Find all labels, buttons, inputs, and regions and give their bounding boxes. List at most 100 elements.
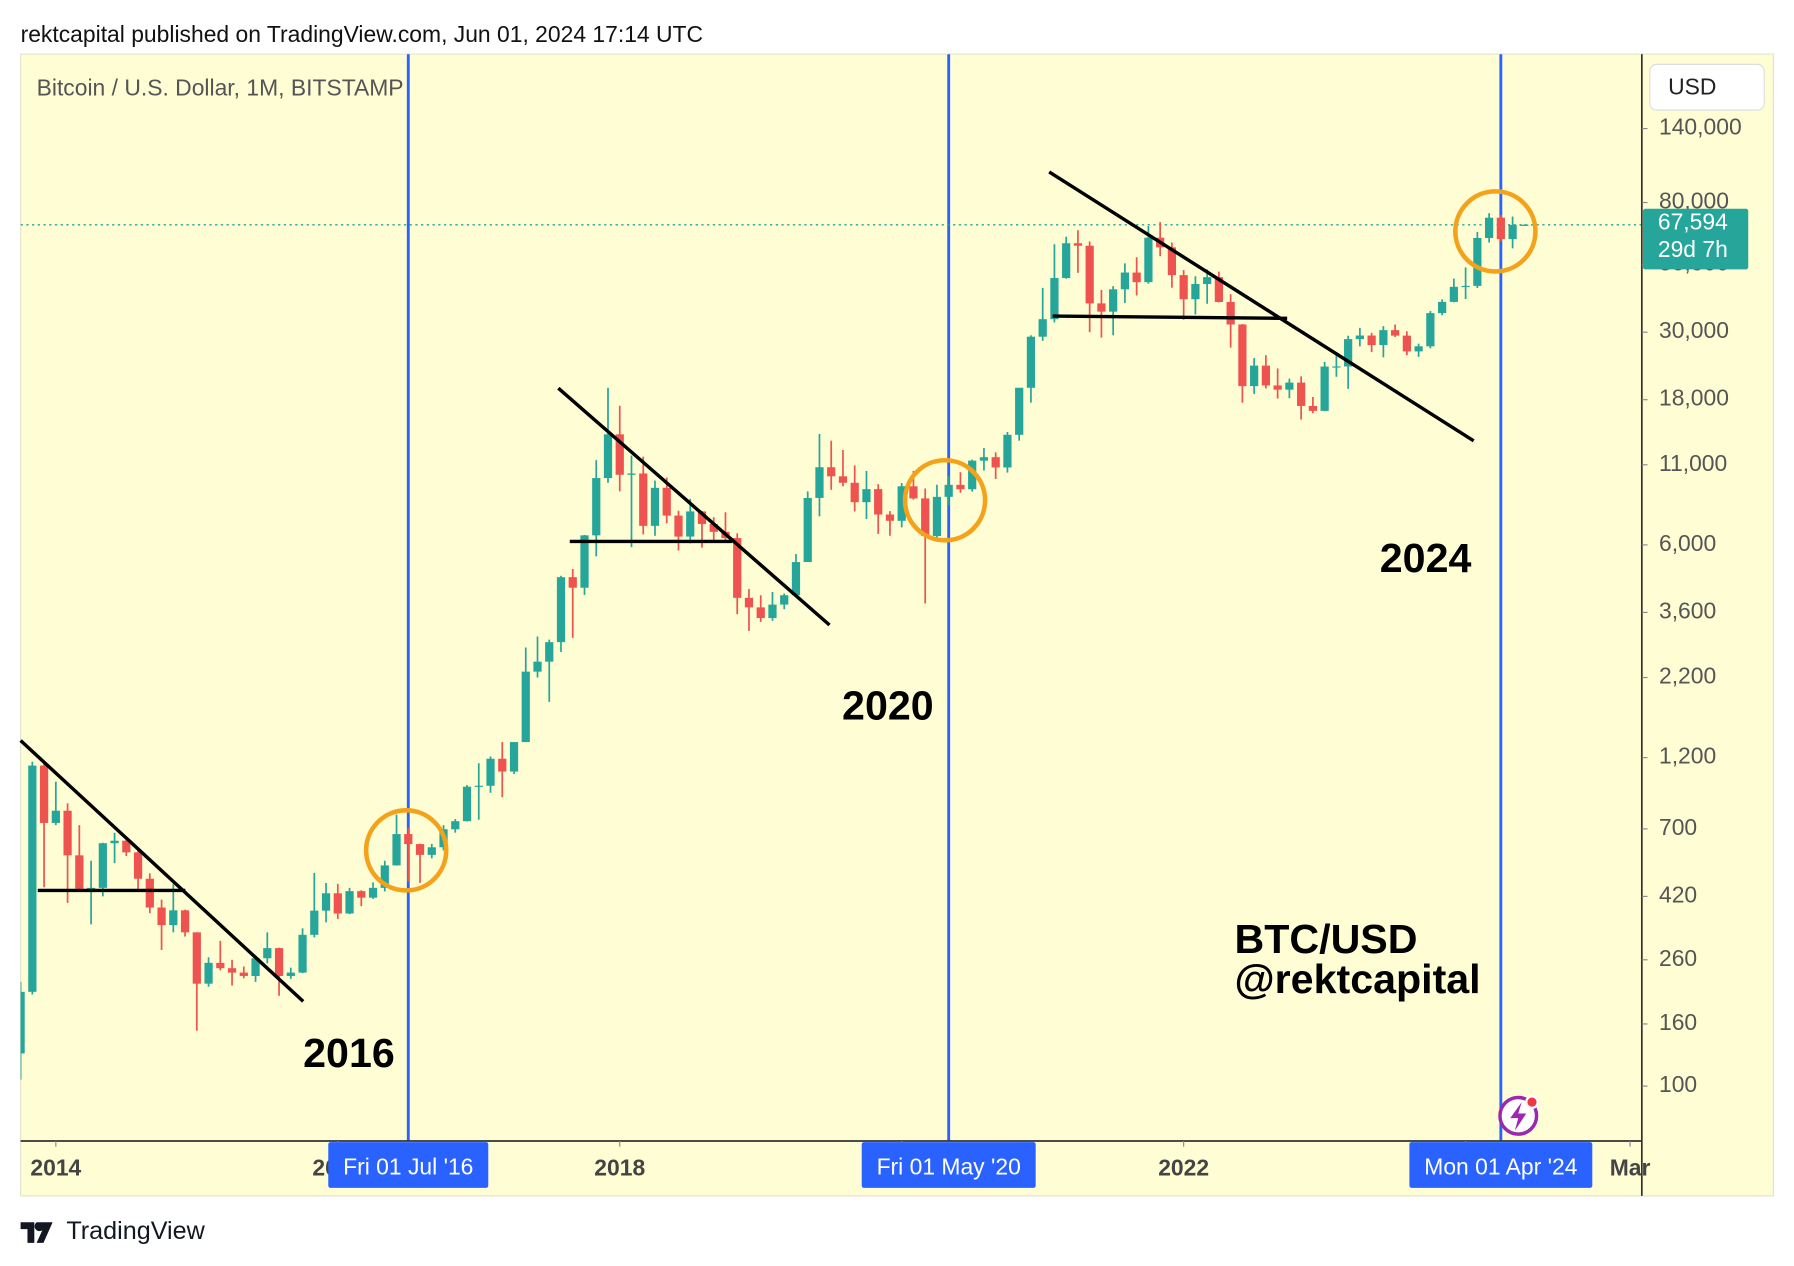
candle-body [709, 523, 718, 532]
candle-body [897, 486, 906, 521]
candle-body [368, 887, 378, 898]
candle-body [1414, 346, 1423, 352]
candle-body [1062, 243, 1071, 279]
candle-body [1344, 339, 1353, 367]
candle-body [1367, 335, 1376, 346]
candle-body [1320, 366, 1329, 411]
candle-body [1026, 336, 1036, 388]
support-line [1052, 314, 1288, 321]
candle-body [1191, 283, 1200, 300]
price-box [1642, 208, 1749, 270]
candle-body [744, 597, 754, 608]
candle-body [133, 852, 143, 879]
candle-body [733, 538, 742, 598]
candle-body [1426, 313, 1435, 347]
candle-body [157, 907, 166, 926]
candle-body [1073, 243, 1083, 246]
alert-icon[interactable] [1498, 1095, 1539, 1136]
candle-body [216, 962, 225, 969]
annotation: 2020 [842, 682, 934, 728]
x-tick-label: Mar [1610, 1155, 1651, 1181]
candle-body [75, 855, 84, 889]
candle-body [568, 577, 577, 588]
candle-body [1015, 387, 1024, 435]
annotation: @rektcapital [1235, 956, 1481, 1002]
candle-body [145, 878, 154, 908]
y-tick-label: 18,000 [1659, 385, 1729, 411]
candle-body [404, 834, 413, 845]
candle-body [650, 487, 660, 526]
y-tick-label: 6,000 [1659, 530, 1716, 556]
currency-box[interactable] [1649, 63, 1765, 111]
trendline [557, 386, 831, 627]
candle-body [263, 948, 272, 959]
candle-body [1391, 330, 1400, 336]
y-tick-label: 100 [1659, 1071, 1697, 1097]
candle-body [580, 535, 589, 588]
candle-body [827, 467, 836, 477]
header: rektcapital published on TradingView.com… [21, 21, 703, 47]
candle-body [498, 758, 507, 772]
candle-body [509, 742, 519, 772]
candle-body [1085, 245, 1094, 304]
candle-body [697, 511, 707, 524]
candle-body [51, 810, 60, 823]
candle-body [815, 467, 824, 498]
overlay: 2016 2020 2024 BTC/USD @rektcapital [19, 170, 1539, 1136]
highlight-circle [1453, 189, 1538, 274]
y-tick-label: 260 [1659, 945, 1697, 971]
candle-body [968, 460, 977, 490]
candle-body [451, 821, 460, 830]
candle-body [979, 457, 989, 461]
candle-body [1167, 247, 1177, 276]
marker-label-box [861, 1142, 1036, 1188]
logo: TradingView [20, 1217, 206, 1245]
candle-body [674, 515, 683, 537]
candle-body [415, 844, 425, 855]
candle-body [1120, 272, 1130, 290]
highlight-circle [902, 457, 988, 543]
annotation: 2016 [303, 1030, 395, 1076]
candle-body [1473, 237, 1482, 286]
marker-label-box [1409, 1142, 1593, 1188]
x-tick-label: 2018 [594, 1155, 645, 1181]
price-value: 67,594 [1658, 209, 1728, 235]
marker-label-box [328, 1142, 489, 1188]
candle-body [486, 758, 495, 786]
candle-body [239, 972, 248, 976]
candle-body [756, 607, 765, 619]
x-tick-label: 2022 [1158, 1155, 1209, 1181]
candle-body [1484, 217, 1494, 238]
candle-body [909, 486, 918, 499]
candle-body [850, 482, 859, 503]
candle-body [1132, 272, 1141, 283]
y-tick-label: 160 [1659, 1009, 1697, 1035]
candle-body [944, 484, 953, 497]
candle-body [204, 962, 213, 984]
candle-body [1144, 237, 1153, 283]
candle-body [122, 840, 131, 853]
candle-body [333, 893, 342, 914]
candle-body [345, 891, 354, 914]
candle-body [310, 910, 319, 935]
candle-body [1214, 277, 1224, 302]
y-tick-label: 140,000 [1659, 114, 1742, 140]
candle-body [533, 661, 542, 672]
candle-body [662, 487, 671, 516]
candle-body [1461, 285, 1470, 288]
candle-body [474, 785, 483, 787]
candle-body [251, 958, 260, 976]
candle-body [392, 834, 401, 866]
brand: TradingView [66, 1217, 205, 1245]
candle-body [874, 489, 883, 515]
candle-body [357, 891, 366, 898]
trendline [19, 739, 305, 1003]
candle-body [1520, 224, 1529, 226]
candle-body [1261, 365, 1271, 386]
marker-label: Mon 01 Apr '24 [1424, 1154, 1577, 1180]
candle-body [1402, 335, 1411, 352]
candle-body [380, 865, 389, 888]
candle-body [956, 484, 965, 490]
